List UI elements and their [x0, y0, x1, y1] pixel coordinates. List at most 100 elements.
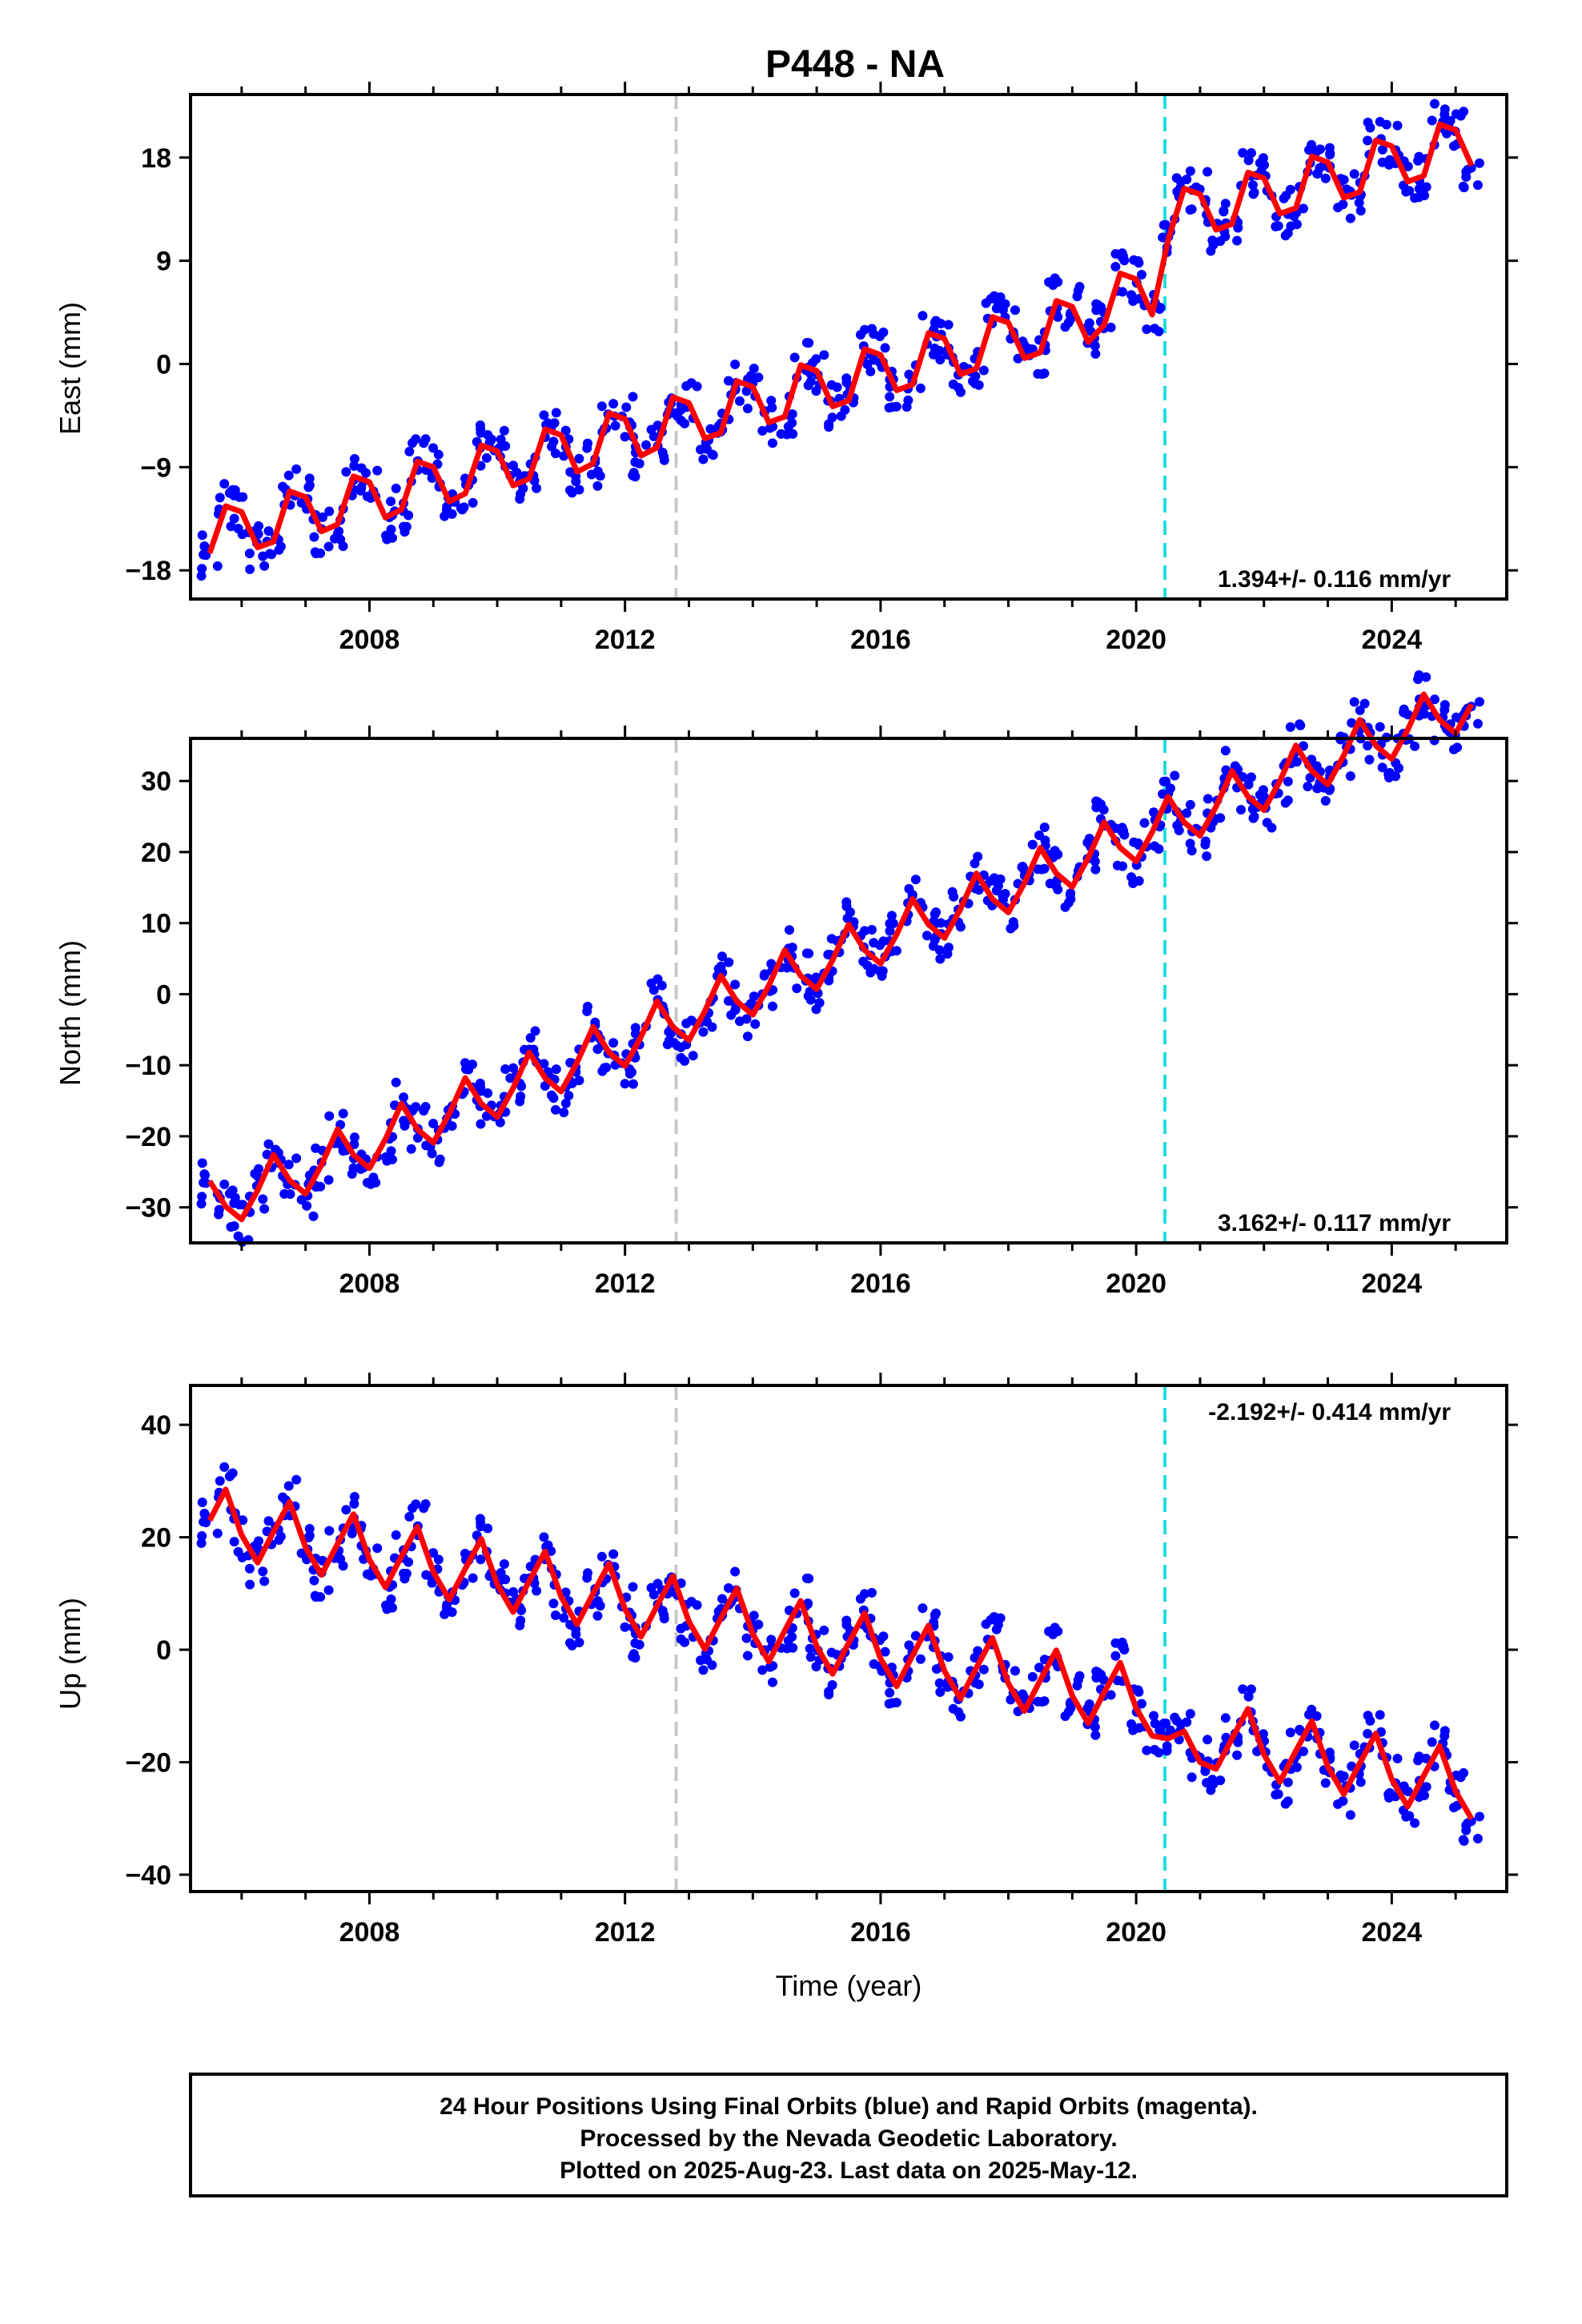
north-data-point	[559, 1108, 569, 1118]
up-data-point	[1311, 1711, 1322, 1721]
footer-frame	[189, 2073, 1508, 2197]
up-model-curve	[207, 1486, 1475, 1821]
north-data-point	[1429, 694, 1439, 705]
north-data-point	[1243, 779, 1254, 790]
north-data-point	[1203, 794, 1213, 804]
up-data-point	[910, 1630, 921, 1641]
up-data-point	[245, 1579, 255, 1590]
north-data-point	[1126, 872, 1137, 883]
up-data-point	[1142, 1745, 1152, 1755]
up-data-point	[324, 1526, 335, 1536]
north-data-point	[1165, 783, 1175, 794]
up-data-point	[278, 1492, 288, 1502]
up-data-point	[1472, 1833, 1483, 1844]
up-data-point	[1215, 1775, 1226, 1786]
up-data-point	[483, 1523, 493, 1534]
east-data-point	[278, 481, 288, 492]
up-data-point	[516, 1615, 526, 1626]
east-data-point	[805, 376, 816, 387]
up-data-point	[508, 1586, 519, 1597]
north-data-point	[406, 1144, 416, 1154]
east-data-point	[404, 446, 415, 456]
north-data-point	[323, 1175, 334, 1185]
up-data-point	[387, 1602, 398, 1613]
east-data-point	[978, 365, 989, 376]
up-data-point	[1110, 1651, 1121, 1661]
up-data-point	[1439, 1731, 1450, 1741]
east-data-point	[698, 454, 709, 464]
up-data-point	[1383, 1792, 1394, 1803]
up-data-point	[1285, 1727, 1295, 1738]
east-xtick-label: 2024	[1362, 625, 1423, 655]
north-data-point	[943, 943, 954, 953]
east-data-point	[1279, 193, 1289, 203]
up-data-point	[1333, 1799, 1343, 1809]
north-data-point	[1090, 864, 1101, 875]
up-data-point	[199, 1510, 210, 1520]
up-data-point	[628, 1649, 639, 1659]
up-data-point	[934, 1678, 945, 1688]
east-data-point	[263, 526, 274, 537]
north-data-point	[495, 1117, 505, 1128]
east-data-point	[338, 541, 348, 552]
north-data-point	[564, 1091, 574, 1101]
east-data-point	[440, 511, 450, 521]
east-data-point	[1258, 153, 1268, 163]
up-data-point	[1158, 1719, 1169, 1729]
north-data-point	[1375, 722, 1385, 732]
up-data-point	[1027, 1671, 1038, 1682]
east-data-point	[303, 482, 314, 493]
up-data-point	[931, 1664, 942, 1675]
north-data-point	[859, 926, 869, 936]
up-ytick-label: −20	[125, 1747, 171, 1778]
north-data-point	[716, 961, 726, 971]
up-data-point	[391, 1530, 401, 1540]
up-data-point	[657, 1606, 668, 1616]
east-data-point	[324, 506, 335, 517]
east-data-point	[1333, 203, 1343, 213]
east-data-point	[244, 549, 255, 559]
north-data-point	[1066, 888, 1076, 899]
up-data-point	[468, 1573, 478, 1583]
up-data-point	[1421, 1782, 1431, 1792]
east-data-point	[954, 383, 964, 393]
north-data-point	[548, 1093, 559, 1104]
north-data-point	[338, 1108, 348, 1119]
up-data-point	[550, 1610, 560, 1621]
east-data-point	[811, 354, 821, 364]
north-data-point	[1283, 776, 1293, 786]
up-rate-label: -2.192+/- 0.414 mm/yr	[1208, 1399, 1451, 1425]
up-data-point	[1280, 1799, 1291, 1809]
east-data-point	[634, 458, 644, 468]
up-data-point	[824, 1689, 834, 1699]
east-data-point	[1472, 180, 1483, 191]
east-data-point	[1427, 115, 1437, 126]
up-frame	[189, 1384, 1508, 1893]
north-data-point	[814, 998, 825, 1008]
east-data-point	[1118, 287, 1128, 297]
east-data-point	[934, 345, 945, 356]
up-data-point	[296, 1548, 307, 1558]
east-data-point	[1461, 167, 1472, 177]
east-data-point	[408, 438, 418, 448]
east-data-point	[1448, 141, 1459, 151]
east-data-point	[1053, 312, 1063, 322]
east-data-point	[767, 402, 777, 412]
up-data-point	[1345, 1810, 1355, 1820]
up-data-point	[1150, 1719, 1160, 1729]
north-data-point	[824, 975, 834, 986]
up-data-point	[676, 1634, 686, 1644]
north-xtick-label: 2012	[595, 1269, 656, 1299]
east-data-point	[229, 490, 239, 501]
east-data-point	[304, 473, 315, 484]
north-data-point	[1039, 863, 1050, 874]
north-data-point	[1045, 879, 1055, 889]
north-data-point	[387, 1154, 398, 1164]
north-data-point	[620, 1079, 630, 1089]
north-data-point	[583, 1001, 593, 1011]
up-data-point	[1349, 1740, 1359, 1751]
up-data-point	[880, 1647, 890, 1657]
north-data-point	[1347, 718, 1357, 728]
up-data-point	[943, 1652, 954, 1663]
